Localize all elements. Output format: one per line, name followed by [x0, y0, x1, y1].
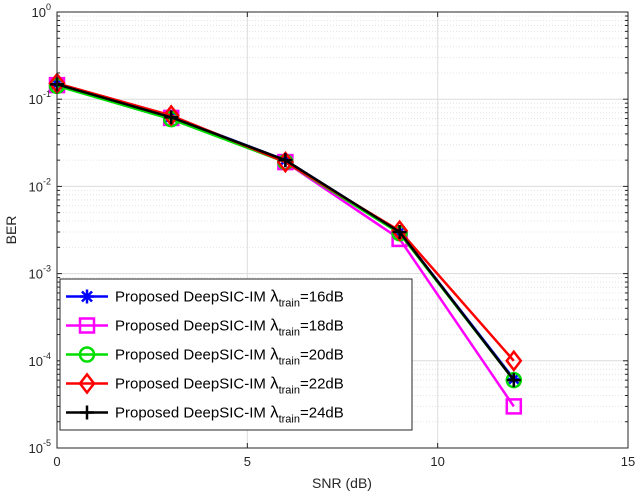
x-axis-label: SNR (dB) — [312, 475, 372, 491]
legend-entry: Proposed DeepSIC-IM λtrain=20dB — [66, 345, 344, 368]
legend-entry: Proposed DeepSIC-IM λtrain=24dB — [66, 403, 344, 426]
legend-label: Proposed DeepSIC-IM λtrain=16dB — [115, 287, 344, 310]
legend-entry: Proposed DeepSIC-IM λtrain=18dB — [66, 316, 344, 339]
y-tick-label: 10-1 — [29, 89, 51, 107]
legend-box — [59, 278, 413, 431]
y-tick-label: 10-3 — [29, 264, 51, 282]
y-tick-label: 10-2 — [29, 176, 51, 194]
legend-entry: Proposed DeepSIC-IM λtrain=22dB — [66, 372, 344, 397]
square-marker — [78, 317, 96, 334]
data-point — [162, 104, 180, 127]
plus-marker — [80, 405, 94, 420]
asterisk-marker — [80, 289, 94, 304]
ticks: 0 5 10 15 100 10-1 10-2 10-3 10-4 10-5 — [29, 2, 636, 469]
data-point — [505, 398, 523, 415]
data-point — [505, 349, 523, 372]
x-tick-label: 5 — [244, 454, 251, 469]
y-tick-label: 100 — [32, 2, 51, 20]
legend: Proposed DeepSIC-IM λtrain=16dB Proposed … — [59, 278, 413, 431]
legend-label: Proposed DeepSIC-IM λtrain=22dB — [115, 374, 344, 397]
legend-label: Proposed DeepSIC-IM λtrain=20dB — [115, 345, 344, 368]
y-tick-label: 10-4 — [29, 351, 51, 369]
y-axis-label: BER — [3, 216, 19, 245]
legend-label: Proposed DeepSIC-IM λtrain=24dB — [115, 403, 344, 426]
x-tick-label: 10 — [430, 454, 444, 469]
diamond-marker — [78, 372, 96, 395]
legend-label: Proposed DeepSIC-IM λtrain=18dB — [115, 316, 344, 339]
data-point — [278, 153, 293, 168]
y-tick-label: 10-5 — [29, 438, 51, 456]
legend-entry: Proposed DeepSIC-IM λtrain=16dB — [66, 287, 344, 310]
x-tick-label: 15 — [621, 454, 635, 469]
series-layer — [48, 72, 523, 415]
x-tick-label: 0 — [53, 454, 60, 469]
data-point — [164, 110, 179, 125]
plot-frame — [56, 11, 629, 449]
data-point — [392, 224, 407, 239]
circle-marker — [78, 346, 96, 363]
data-point — [506, 373, 521, 388]
